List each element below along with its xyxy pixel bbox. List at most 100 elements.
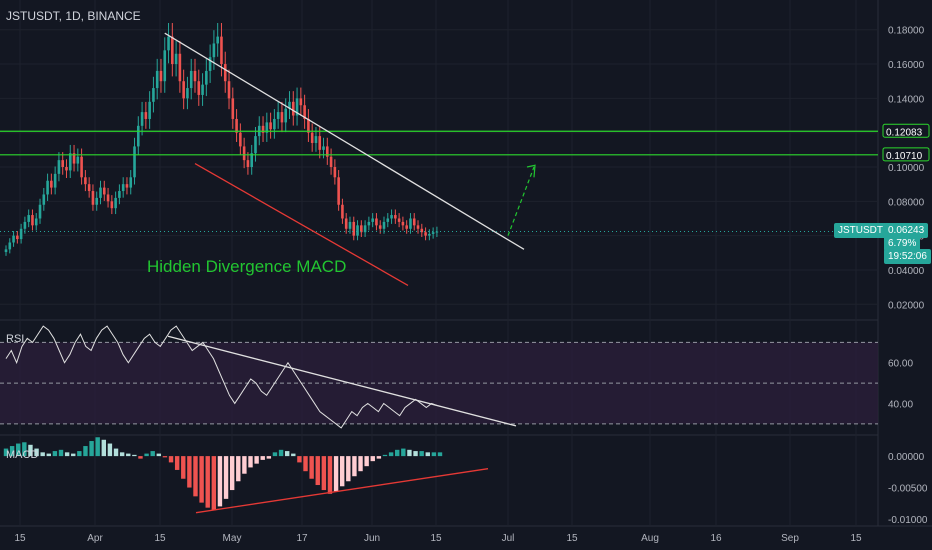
macd-histogram-bar	[132, 454, 137, 457]
macd-histogram-bar	[58, 449, 64, 457]
macd-histogram-bar	[303, 456, 308, 472]
candle-body	[38, 204, 42, 219]
macd-histogram-bar	[16, 443, 21, 457]
rsi-trendline	[167, 335, 517, 427]
candle-body	[91, 191, 95, 205]
candle-body	[174, 53, 178, 65]
macd-histogram-bar	[297, 456, 302, 463]
candle-body	[163, 50, 167, 82]
macd-histogram-bar	[71, 453, 76, 457]
rsi-band	[0, 342, 878, 424]
candle-body	[231, 98, 235, 119]
countdown-badge: 19:52:06	[884, 249, 931, 264]
macd-histogram-bar	[89, 441, 94, 457]
candle-body	[31, 215, 34, 226]
candle-body	[46, 180, 49, 195]
macd-histogram-bar	[284, 451, 290, 457]
candle-body	[152, 88, 155, 102]
chart-title: JSTUSDT, 1D, BINANCE	[6, 9, 141, 23]
candle-body	[303, 105, 306, 119]
candle-body	[99, 187, 102, 198]
candle-body	[16, 235, 19, 240]
candle-body	[129, 177, 133, 188]
candle-body	[246, 160, 250, 168]
candle-body	[318, 136, 322, 150]
candle-body	[110, 201, 114, 209]
candle-body	[409, 218, 412, 229]
candle-body	[401, 221, 405, 226]
candle-body	[344, 218, 348, 229]
candle-body	[121, 184, 125, 192]
price-tick-label: 0.02000	[888, 300, 925, 311]
candle-body	[348, 221, 352, 229]
candle-body	[367, 221, 371, 226]
resistance-level-tag	[882, 123, 930, 138]
macd-tick-label: 0.00000	[888, 452, 925, 463]
rsi-pane-label: RSI	[6, 333, 25, 345]
candle-body	[239, 132, 242, 147]
candle-body	[216, 36, 219, 44]
candle-body	[299, 98, 303, 106]
candle-body	[155, 70, 159, 89]
time-tick-label: May	[223, 533, 242, 544]
candle-body	[201, 84, 204, 95]
candle-body	[171, 36, 174, 65]
candle-body	[375, 218, 378, 226]
rsi-tick-label: 60.00	[888, 359, 913, 370]
price-tick-label: 0.04000	[888, 266, 925, 277]
projection-arrow	[507, 166, 535, 236]
macd-histogram-bar	[217, 456, 223, 507]
macd-histogram-bar	[52, 451, 58, 457]
macd-histogram-bar	[150, 451, 155, 457]
candle-body	[242, 146, 246, 161]
macd-histogram-bar	[168, 456, 174, 463]
candle-body	[378, 225, 382, 229]
candle-body	[87, 184, 91, 192]
macd-histogram-bar	[278, 449, 284, 457]
macd-tick-label: -0.00500	[888, 484, 928, 495]
rsi-tick-label: 40.00	[888, 399, 913, 410]
resistance-level-label: 0.10710	[886, 151, 923, 162]
macd-divergence-line	[195, 468, 489, 514]
macd-histogram-bar	[291, 453, 296, 457]
candle-body	[53, 173, 57, 188]
candle-body	[220, 36, 223, 65]
candle-body	[435, 231, 439, 233]
price-tick-label: 0.16000	[888, 60, 925, 71]
candle-body	[280, 112, 284, 123]
macd-histogram-bar	[181, 456, 186, 479]
projection-arrow-head	[526, 164, 536, 178]
candle-body	[72, 153, 76, 164]
macd-histogram-bar	[126, 453, 131, 457]
candle-body	[333, 167, 337, 178]
candle-body	[235, 118, 238, 133]
macd-histogram-bar	[211, 456, 217, 511]
candle-body	[144, 112, 148, 119]
macd-histogram-bar	[437, 452, 443, 457]
candle-body	[382, 221, 386, 229]
candle-body	[329, 156, 333, 168]
macd-histogram-bar	[144, 453, 149, 457]
candle-body	[4, 249, 8, 253]
candle-body	[261, 125, 265, 133]
macd-histogram-bar	[425, 452, 430, 457]
candle-body	[394, 215, 397, 219]
time-tick-label: Sep	[781, 533, 799, 544]
macd-histogram-bar	[187, 456, 192, 488]
candle-body	[428, 233, 431, 236]
candle-body	[269, 122, 272, 130]
price-tick-label: 0.18000	[888, 26, 925, 37]
candle-body	[288, 101, 291, 109]
candle-body	[12, 235, 15, 243]
candle-body	[114, 197, 117, 209]
candle-body	[208, 57, 212, 71]
candle-body	[102, 187, 106, 195]
candle-body	[420, 228, 424, 233]
macd-histogram-bar	[34, 448, 39, 457]
candle-body	[159, 70, 163, 82]
macd-histogram-bar	[193, 456, 198, 497]
macd-histogram-bar	[3, 448, 9, 457]
macd-histogram-bar	[40, 452, 45, 457]
candle-body	[341, 204, 344, 219]
